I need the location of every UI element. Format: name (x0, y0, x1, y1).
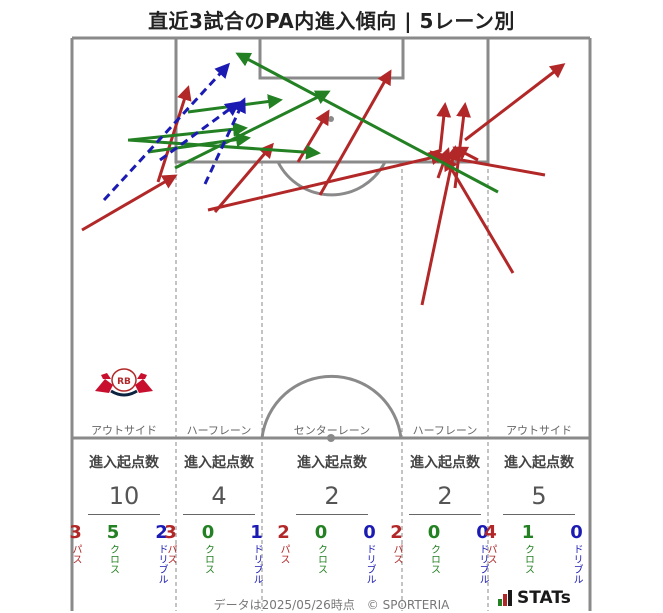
cross-count: 5 (106, 522, 120, 543)
lane-stats-halflane-right: 進入起点数 2 2 パス 0 クロス 0 ドリブル (390, 452, 489, 584)
entry-total: 2 (409, 482, 481, 515)
pass-label: パス (70, 544, 81, 564)
cross-label: クロス (522, 544, 534, 574)
pass-label: パス (391, 544, 402, 564)
pass-arrow (420, 145, 460, 306)
pass-count: 2 (390, 522, 403, 543)
pass-arrow (453, 102, 472, 189)
cross-arrow (147, 132, 251, 154)
pass-label: パス (485, 544, 496, 564)
club-logo-icon: RB (95, 368, 153, 397)
lane-label-center: センターレーン (293, 424, 371, 437)
dribble-arrow (203, 97, 246, 185)
cross-label: クロス (107, 544, 119, 574)
cross-count: 0 (427, 522, 441, 543)
cross-count: 0 (314, 522, 328, 543)
cross-label: クロス (428, 544, 440, 574)
cross-arrow (235, 52, 499, 194)
lane-stats-center: 進入起点数 2 2 パス 0 クロス 0 ドリブル (262, 452, 402, 584)
dribble-label: ドリブル (156, 544, 167, 584)
lane-dividers (175, 162, 489, 611)
cross-label: クロス (315, 544, 327, 574)
dribble-count: 0 (570, 522, 583, 543)
stat-header: 進入起点数 (89, 455, 159, 471)
cross-count: 1 (521, 522, 535, 543)
pass-arrow (452, 146, 479, 162)
page-title: 直近3試合のPA内進入傾向 | 5レーン別 (148, 9, 515, 33)
dribble-count: 0 (363, 522, 376, 543)
dribble-label: ドリブル (477, 544, 488, 584)
pass-arrow (213, 142, 274, 213)
penalty-spot (328, 116, 334, 122)
cross-count: 0 (201, 522, 215, 543)
goal-area (258, 36, 405, 80)
lane-label-halflane-left: ハーフレーン (186, 424, 252, 437)
stat-header: 進入起点数 (504, 455, 574, 471)
stats-brand: STATs (498, 588, 571, 608)
cross-label: クロス (202, 544, 214, 574)
pass-arrow (443, 155, 515, 274)
lane-label-outside-right: アウトサイド (506, 424, 572, 437)
center-circle (260, 374, 403, 439)
stats-brand-text: STATs (517, 588, 571, 608)
pass-count: 3 (164, 522, 177, 543)
pass-arrow (81, 174, 178, 232)
dribble-label: ドリブル (251, 544, 262, 584)
dribble-count: 2 (155, 522, 168, 543)
dribble-count: 0 (476, 522, 489, 543)
center-spot (327, 434, 335, 442)
entry-total: 5 (503, 482, 575, 515)
dribble-count: 1 (250, 522, 263, 543)
pass-count: 4 (484, 522, 497, 543)
pass-arrow (296, 109, 330, 163)
penalty-arc (276, 161, 387, 197)
lane-label-halflane-right: ハーフレーン (412, 424, 478, 437)
cross-arrow (129, 121, 248, 142)
pass-label: パス (278, 544, 289, 564)
dribble-arrow (102, 62, 231, 202)
entry-total: 10 (88, 482, 160, 515)
footer-credit: データは2025/05/26時点 © SPORTERIA (213, 598, 450, 612)
stats-logo-icon (498, 590, 512, 606)
pass-arrow (464, 63, 566, 142)
stat-header: 進入起点数 (297, 455, 367, 471)
lane-stats-outside-right: 進入起点数 5 4 パス 1 クロス 0 ドリブル (484, 452, 590, 584)
svg-text:RB: RB (117, 377, 131, 387)
dribble-label: ドリブル (571, 544, 582, 584)
entry-total: 4 (183, 482, 255, 515)
pass-arrow (436, 102, 452, 153)
pass-label: パス (165, 544, 176, 564)
stat-header: 進入起点数 (184, 455, 254, 471)
stat-header: 進入起点数 (410, 455, 480, 471)
dribble-label: ドリブル (364, 544, 375, 584)
lane-stats-halflane-left: 進入起点数 4 3 パス 0 クロス 1 ドリブル (164, 452, 263, 584)
entry-total: 2 (296, 482, 368, 515)
cross-arrow (174, 90, 331, 170)
entry-arrows (81, 52, 566, 306)
pass-count: 3 (69, 522, 82, 543)
lane-label-outside-left: アウトサイド (91, 424, 157, 437)
dribble-arrow (159, 101, 241, 162)
lane-stats-outside-left: 進入起点数 10 3 パス 5 クロス 2 ドリブル (69, 452, 176, 584)
pass-count: 2 (277, 522, 290, 543)
pass-arrow (318, 69, 392, 196)
